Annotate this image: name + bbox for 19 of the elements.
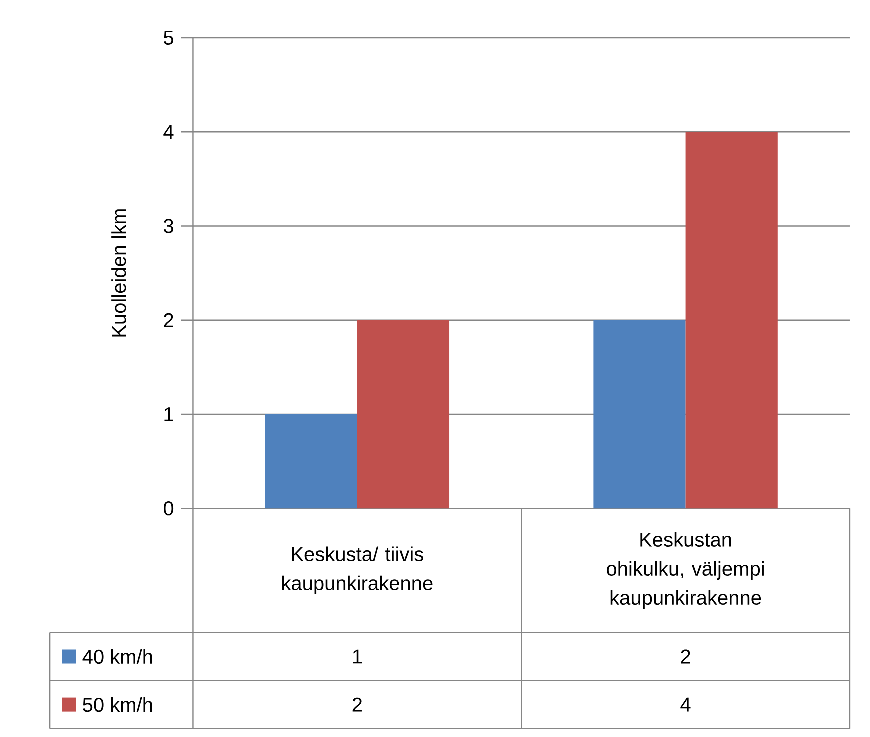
legend-label: 50 km/h xyxy=(83,698,152,712)
legend-label: 40 km/h xyxy=(82,649,152,664)
data-label: 2 xyxy=(681,650,690,664)
y-tick-label: 4 xyxy=(164,125,174,140)
bar xyxy=(594,320,686,509)
y-axis-title: Kuolleiden lkm xyxy=(112,210,126,337)
x-tick-label: Keskusta/ tiivis kaupunkirakenne xyxy=(282,546,433,595)
bar xyxy=(686,132,778,509)
y-tick-label: 2 xyxy=(164,313,174,328)
x-tick-label: Keskustan ohikulku, väljempi kaupunkirakenne xyxy=(607,532,764,610)
data-label: 2 xyxy=(352,698,362,712)
y-tick-label: 5 xyxy=(164,31,174,46)
bar xyxy=(357,320,450,509)
y-tick-label: 0 xyxy=(164,502,174,516)
data-label: 4 xyxy=(680,698,691,712)
data-label: 1 xyxy=(353,650,362,664)
y-tick-label: 1 xyxy=(164,408,174,422)
bar xyxy=(265,414,358,509)
y-tick-label: 3 xyxy=(164,219,174,234)
